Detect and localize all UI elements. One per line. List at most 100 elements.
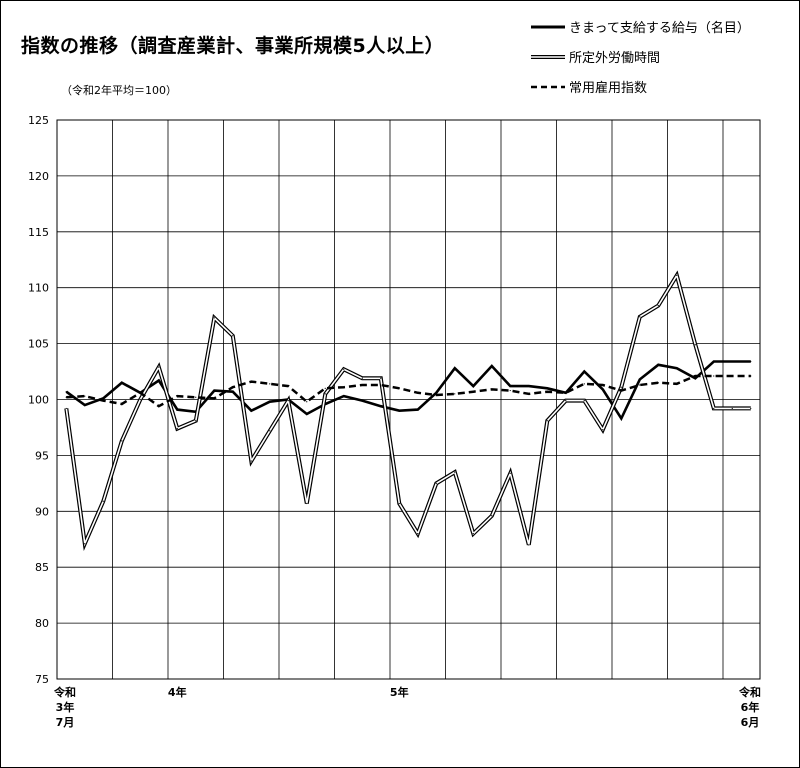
data-point [343,395,345,397]
data-point [435,394,437,396]
data-point [620,386,622,388]
data-point [213,317,215,319]
data-point [139,392,141,394]
data-point [306,401,308,403]
data-point [250,381,252,383]
legend-swatch-solid [531,25,565,29]
y-tick-label: 95 [35,449,49,462]
series-1 [64,270,752,552]
legend-swatch-dashed [531,85,565,89]
data-point [657,364,659,366]
data-point [676,383,678,385]
data-point [731,360,733,363]
data-point [509,389,511,392]
data-point [398,410,400,412]
data-point [158,366,160,368]
data-point [158,379,160,382]
data-point [65,396,67,398]
data-point [694,344,696,346]
data-point [583,383,585,385]
data-point [121,440,123,442]
data-point [546,420,548,422]
y-tick-label: 125 [28,114,49,127]
data-point [620,389,622,392]
data-point [343,386,345,388]
data-point [639,316,641,318]
y-tick-label: 105 [28,338,49,351]
data-point [139,398,141,401]
legend-label-overtime: 所定外労働時間 [569,51,661,66]
data-point [528,385,530,387]
data-point [102,397,104,399]
data-point [454,367,456,369]
data-point [472,533,474,535]
data-point [232,386,234,388]
x-axis-label: 5年 [390,685,409,699]
data-point [213,389,215,392]
series-line [65,360,751,422]
x-axis-label: 7月 [56,716,75,729]
y-tick-label: 100 [28,394,49,407]
x-axis-label: 令和 [738,685,761,699]
data-point [102,400,104,402]
data-point [176,427,178,430]
data-point [287,385,289,387]
data-point [602,388,604,391]
data-point [731,375,733,377]
data-point [417,392,419,394]
data-point [565,400,567,402]
y-axis-tick-labels: 75 80 85 90 95 100 105 110 115 120 125 [28,114,49,686]
data-point [65,391,67,393]
x-axis-label: 令和 [53,685,76,699]
data-point [361,400,363,402]
data-point [676,367,678,369]
data-point [750,360,752,363]
data-point [602,429,604,431]
data-point [84,395,86,397]
data-point [491,365,493,367]
data-point [380,384,382,386]
data-point [232,391,234,393]
data-point [528,393,530,395]
data-point [213,397,215,399]
data-point [750,375,752,377]
series-line [66,374,751,408]
data-point [306,413,308,415]
data-point [121,382,123,384]
x-axis-label: 6年 [741,700,760,714]
y-tick-label: 75 [35,673,49,686]
data-point [694,377,696,379]
data-point [232,335,234,337]
data-point [435,392,437,394]
y-tick-label: 120 [28,170,49,183]
data-point [269,430,271,432]
data-point [731,407,733,410]
data-point [84,404,86,406]
data-point [306,502,308,505]
data-point [713,407,715,410]
data-point [121,403,123,405]
data-point [546,391,548,393]
data-point [657,382,659,384]
data-point [380,405,382,407]
data-point [361,377,363,379]
data-point [398,502,400,505]
data-point [454,393,456,395]
y-tick-label: 90 [35,505,49,518]
series-line-inner [65,273,751,547]
data-point [546,387,548,389]
data-point [343,368,345,370]
data-point [583,370,585,373]
series-lines [64,270,752,552]
data-point [398,387,400,389]
plot-area-border [56,119,761,680]
data-point [250,460,252,462]
legend-label-wages: きまって支給する給与（名目） [569,21,750,36]
data-point [361,384,363,386]
data-point [454,471,456,473]
data-point [287,400,289,402]
data-point [509,385,511,387]
data-point [528,544,530,546]
